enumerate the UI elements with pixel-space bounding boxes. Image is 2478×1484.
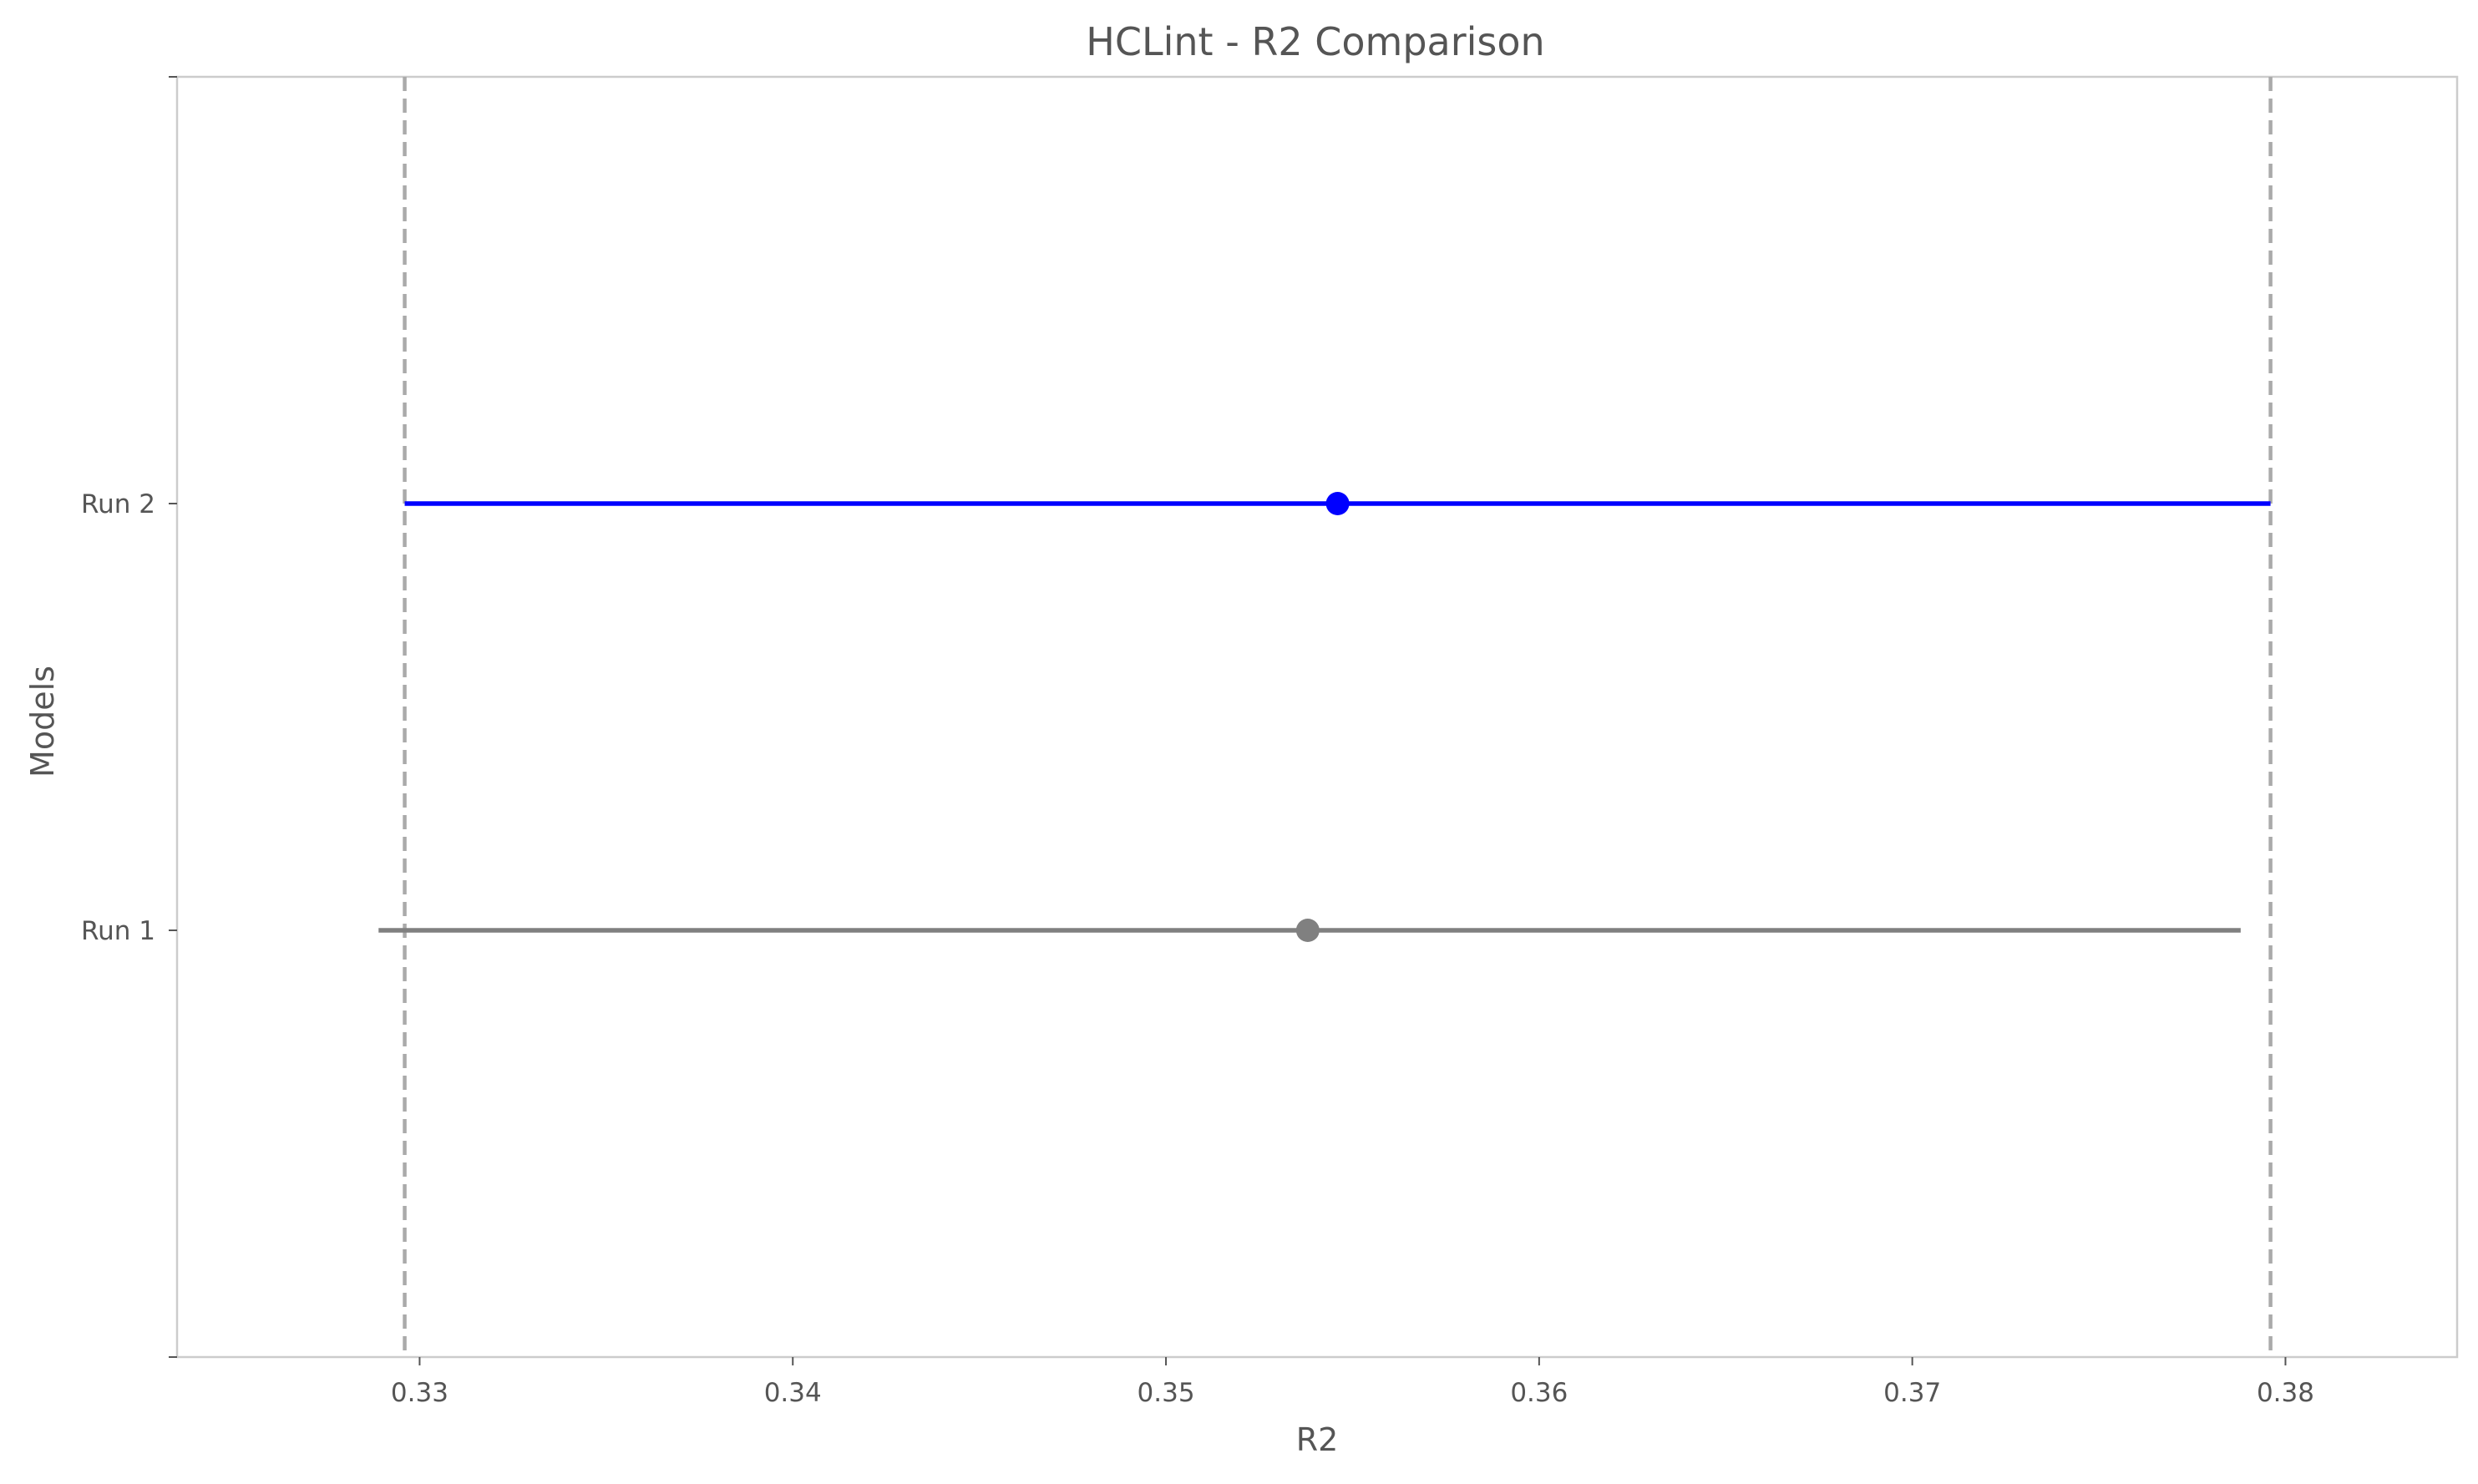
x-axis-ticks: 0.33 0.34 0.35 0.36 0.37 0.38 bbox=[391, 1357, 2314, 1408]
reference-lines bbox=[403, 77, 2273, 1357]
x-tick-label: 0.35 bbox=[1138, 1378, 1195, 1408]
x-tick-label: 0.37 bbox=[1883, 1378, 1941, 1408]
plot-frame bbox=[175, 75, 2459, 1359]
chart-title: HCLint - R2 Comparison bbox=[1086, 19, 1544, 64]
estimate-point-run-1 bbox=[1295, 919, 1320, 942]
x-tick-label: 0.34 bbox=[764, 1378, 822, 1408]
y-tick-label: Run 1 bbox=[81, 916, 155, 946]
estimate-point-run-2 bbox=[1325, 492, 1350, 515]
x-tick-label: 0.33 bbox=[391, 1378, 448, 1408]
x-axis-label: R2 bbox=[1296, 1421, 1339, 1458]
y-axis-label: Models bbox=[24, 666, 61, 777]
x-tick-label: 0.38 bbox=[2257, 1378, 2314, 1408]
series-layer bbox=[378, 492, 2271, 942]
y-tick-label: Run 2 bbox=[81, 489, 155, 519]
x-tick-label: 0.36 bbox=[1510, 1378, 1568, 1408]
y-axis-ticks: Run 1 Run 2 bbox=[81, 76, 177, 1358]
